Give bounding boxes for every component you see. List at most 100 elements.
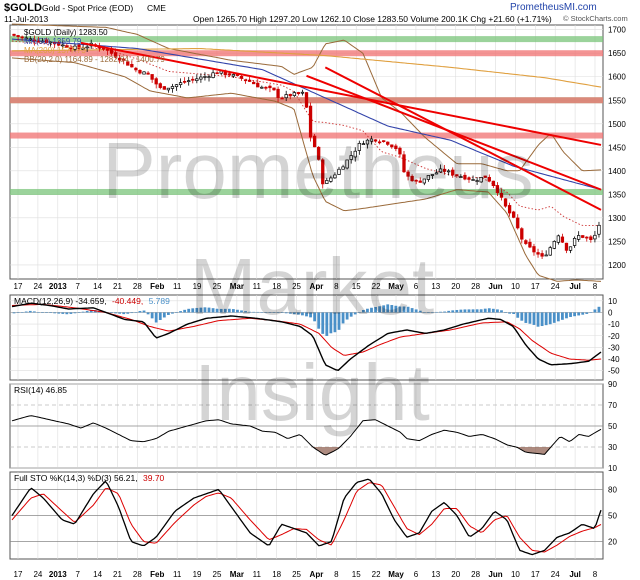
macd-histogram-bar [150, 312, 154, 319]
watermark-line-1: Prometheus [102, 126, 533, 215]
candle-body [227, 73, 231, 76]
macd-histogram-bar [435, 311, 438, 313]
resistance-level [10, 132, 603, 139]
candle-body [512, 211, 516, 218]
macd-histogram-bar [345, 312, 349, 320]
macd-axis-tick: -30 [608, 343, 620, 352]
candle-body [524, 240, 528, 244]
candle-body [430, 174, 435, 176]
candle-body [585, 236, 589, 239]
macd-histogram-bar [402, 306, 406, 313]
macd-legend-main: MACD(12,26,9) -34.659, [14, 296, 107, 306]
candle-body [264, 86, 268, 89]
rsi-line [11, 415, 602, 456]
candle-body [333, 174, 337, 179]
macd-histogram-bar [325, 312, 329, 336]
candle-body [292, 92, 296, 96]
macd-histogram-bar [223, 308, 227, 313]
candle-body [288, 93, 292, 97]
macd-histogram-bar [236, 309, 239, 313]
x-axis-tick: Jun [488, 570, 502, 579]
macd-histogram-bar [548, 312, 552, 325]
x-axis-tick: 8 [593, 570, 598, 579]
x-axis-tick: 28 [133, 570, 142, 579]
x-axis-tick: 17 [14, 282, 23, 291]
macd-histogram-bar [443, 311, 447, 313]
candle-body [337, 168, 341, 175]
candle-body [187, 80, 191, 82]
macd-histogram-bar [260, 312, 264, 313]
x-axis-tick: 10 [511, 282, 520, 291]
macd-histogram-bar [422, 312, 426, 313]
support-level [10, 36, 603, 43]
macd-histogram-bar [500, 310, 503, 313]
x-axis-tick: 24 [33, 282, 42, 291]
candle-body [195, 78, 199, 81]
candle-body [426, 175, 431, 180]
candle-body [532, 246, 536, 253]
macd-histogram-bar [451, 310, 455, 313]
x-axis-tick: 24 [33, 570, 42, 579]
macd-histogram-bar [175, 312, 178, 313]
sto-k-line [11, 478, 602, 556]
chart-date: 11-Jul-2013 [4, 14, 49, 24]
candle-body [191, 78, 195, 81]
candle-body [382, 140, 386, 142]
macd-histogram-bar [353, 312, 357, 315]
x-axis-tick: Feb [150, 570, 164, 579]
candle-body [247, 79, 252, 82]
macd-histogram-bar [158, 312, 162, 320]
macd-histogram-bar [142, 310, 146, 313]
macd-histogram-bar [597, 306, 601, 313]
macd-histogram-bar [406, 306, 410, 313]
macd-histogram-bar [16, 312, 20, 313]
candle-body [73, 45, 77, 50]
macd-histogram-bar [211, 308, 215, 313]
candle-body [434, 172, 439, 175]
x-axis-tick: Mar [230, 282, 244, 291]
candle-body [528, 241, 532, 248]
macd-histogram-bar [581, 312, 585, 315]
macd-histogram-bar [455, 309, 459, 313]
candle-body [150, 74, 154, 80]
macd-histogram-bar [431, 312, 434, 313]
macd-histogram-bar [577, 312, 581, 316]
rsi-axis-tick: 70 [608, 401, 617, 410]
price-axis-tick: 1250 [608, 237, 626, 246]
candle-body [361, 143, 366, 145]
macd-histogram-bar [386, 304, 390, 313]
price-axis-tick: 1550 [608, 96, 626, 105]
candle-body [40, 40, 45, 43]
macd-histogram-bar [45, 312, 48, 313]
candle-body [471, 179, 475, 181]
x-axis-tick: 13 [431, 282, 440, 291]
macd-histogram-bar [89, 310, 93, 313]
candle-body [455, 174, 459, 177]
macd-histogram-bar [447, 310, 451, 313]
macd-histogram-bar [370, 307, 373, 313]
macd-histogram-bar [313, 312, 317, 322]
sto-axis-tick: 50 [608, 512, 617, 521]
x-axis-tick: Mar [230, 570, 244, 579]
macd-histogram-bar [569, 312, 572, 317]
macd-histogram-bar [252, 311, 256, 313]
macd-histogram-bar [463, 309, 467, 313]
macd-histogram-bar [288, 312, 292, 314]
macd-panel [9, 294, 604, 381]
x-axis-tick: 11 [253, 282, 262, 291]
x-axis-tick: 2013 [49, 570, 67, 579]
candle-body [357, 142, 361, 151]
x-axis-tick: 11 [173, 570, 182, 579]
price-panel [9, 24, 604, 280]
macd-histogram-bar [276, 312, 280, 313]
candle-body [239, 75, 244, 79]
macd-histogram-bar [248, 311, 252, 313]
x-axis-tick: Jul [569, 570, 581, 579]
macd-legend-hist: 5.789 [149, 296, 171, 306]
candle-body [418, 180, 422, 183]
candle-body [20, 36, 24, 39]
x-axis-tick: 22 [372, 282, 381, 291]
support-level [10, 188, 603, 195]
macd-histogram-bar [536, 312, 540, 327]
macd-histogram-bar [524, 312, 528, 323]
